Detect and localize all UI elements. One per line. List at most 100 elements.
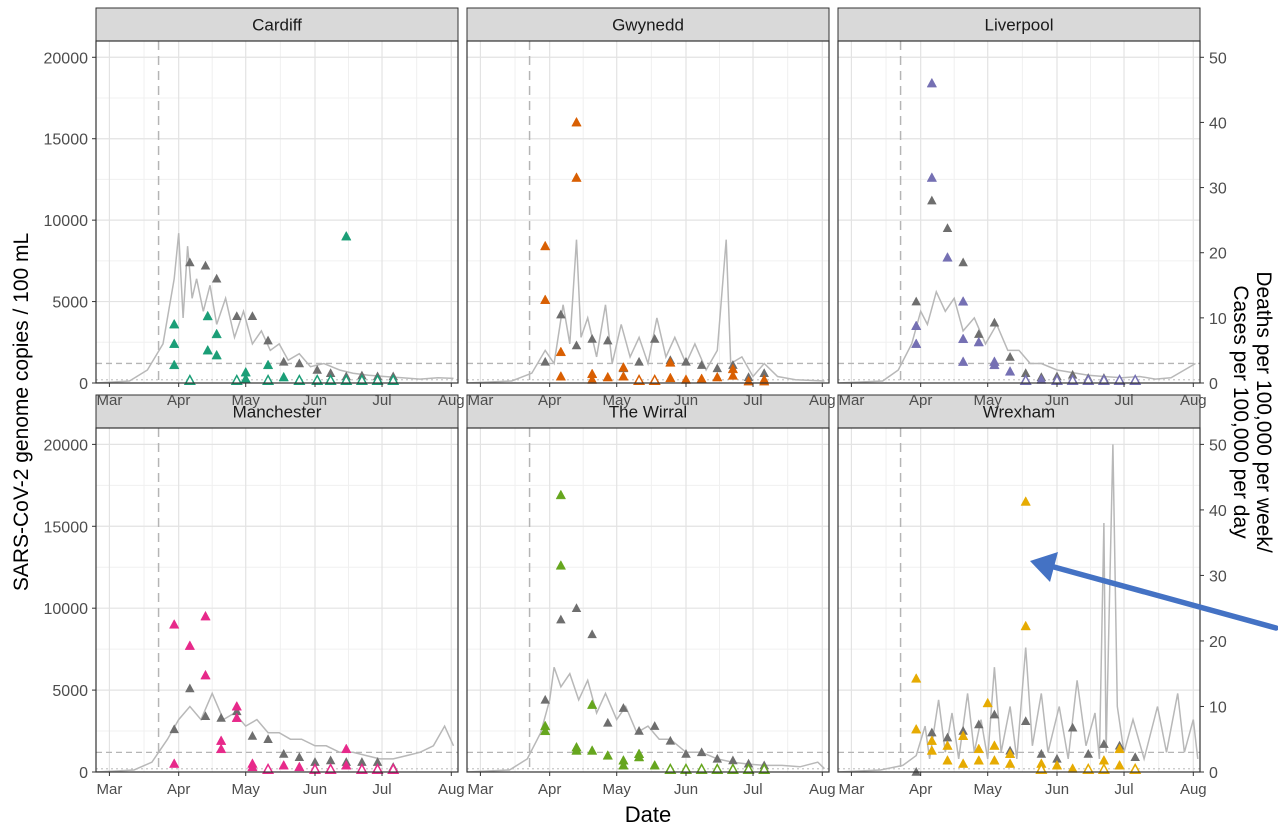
genome-point <box>665 372 676 383</box>
x-tick-label: May <box>232 392 261 409</box>
facet-strip <box>837 7 1201 42</box>
genome-point <box>926 172 938 182</box>
genome-point <box>555 489 567 500</box>
genome-point <box>926 745 938 755</box>
death-rate-point <box>942 223 953 233</box>
genome-point <box>215 743 227 754</box>
genome-point <box>341 230 352 241</box>
y-tick-label-left: 15000 <box>44 519 89 536</box>
y-tick-label-left: 20000 <box>44 437 89 454</box>
facet-title: The Wirral <box>609 403 687 422</box>
genome-point-below-lod <box>311 373 324 386</box>
death-rate-point <box>263 335 273 345</box>
death-rate-point <box>989 709 1000 719</box>
genome-point <box>200 610 211 621</box>
genome-point <box>1004 366 1016 376</box>
genome-point <box>911 338 922 348</box>
panel-the-wirral: The Wirral <box>466 394 830 775</box>
y-axis-label-left: SARS-CoV-2 genome copies / 100 mL <box>10 233 33 591</box>
genome-point <box>957 758 969 768</box>
death-rate-point <box>216 712 226 722</box>
death-rate-point <box>603 717 613 727</box>
death-rate-point <box>974 329 984 338</box>
death-rate-point <box>989 317 1000 327</box>
x-tick-label: Mar <box>838 781 864 798</box>
case-series-line <box>467 666 826 772</box>
x-tick-label: May <box>974 781 1003 798</box>
x-tick-label: Jun <box>303 781 327 798</box>
y-tick-label-left: 20000 <box>44 50 89 67</box>
death-rate-point <box>232 706 242 716</box>
genome-point <box>540 240 551 251</box>
facet-title: Manchester <box>233 403 322 422</box>
genome-point <box>555 560 567 570</box>
genome-point <box>571 172 582 182</box>
panel-cardiff: Cardiff <box>95 7 459 386</box>
x-tick-label: May <box>232 781 261 798</box>
x-tick-label: Jul <box>743 781 762 798</box>
facet-strip <box>466 394 830 429</box>
genome-point <box>341 743 352 754</box>
x-tick-label: Apr <box>167 392 190 409</box>
death-rate-point <box>681 748 691 758</box>
genome-point-below-lod <box>387 762 400 775</box>
y-axis-label-right-line1: Deaths per 100,000 per week/ <box>1252 271 1275 553</box>
genome-point <box>555 370 567 381</box>
x-tick-label: Apr <box>538 392 561 409</box>
x-tick-label: Mar <box>96 392 122 409</box>
death-rate-point <box>1130 752 1140 762</box>
death-rate-point <box>1067 722 1078 732</box>
genome-point-below-lod <box>293 373 306 386</box>
death-rate-point <box>232 311 242 320</box>
genome-point <box>1114 743 1125 754</box>
genome-point <box>1004 758 1016 768</box>
death-rate-point <box>540 356 550 366</box>
genome-point <box>973 336 984 347</box>
genome-point <box>957 730 969 740</box>
genome-point-below-lod <box>758 762 771 775</box>
panel-background <box>467 41 829 383</box>
genome-point <box>169 619 180 629</box>
y-tick-label-right: 40 <box>1209 115 1227 132</box>
y-tick-label-right: 0 <box>1209 376 1218 393</box>
genome-point-below-lod <box>695 762 708 775</box>
y-tick-label-left: 10000 <box>44 213 89 230</box>
annotation <box>1030 552 1278 631</box>
genome-point <box>586 745 598 755</box>
death-rate-point <box>649 721 660 730</box>
death-rate-point <box>1036 748 1047 758</box>
genome-point <box>982 697 993 708</box>
genome-point-below-lod <box>1129 762 1142 775</box>
death-rate-point <box>540 694 550 704</box>
death-rate-point <box>681 356 691 366</box>
death-rate-point <box>247 730 258 740</box>
genome-point <box>200 669 211 680</box>
y-tick-label-right: 0 <box>1209 765 1218 782</box>
genome-point <box>555 346 567 357</box>
facet-strip <box>837 394 1201 429</box>
genome-point <box>1004 748 1016 758</box>
y-tick-label-right: 10 <box>1209 311 1227 328</box>
death-rate-point <box>263 734 273 743</box>
genome-point <box>294 761 305 772</box>
gridlines <box>467 428 829 772</box>
y-tick-label-right: 20 <box>1209 634 1227 651</box>
genome-point <box>341 759 352 770</box>
x-tick-label: Jun <box>674 392 698 409</box>
x-tick-label: Jul <box>1114 392 1133 409</box>
genome-point <box>602 371 613 382</box>
death-rate-point <box>312 364 322 374</box>
genome-point-below-lod <box>1082 762 1095 775</box>
x-tick-label: Aug <box>438 392 465 409</box>
death-rate-point <box>200 260 211 270</box>
death-rate-point <box>1020 716 1031 725</box>
genome-point <box>973 755 984 765</box>
death-rate-point <box>634 726 644 735</box>
death-rate-point <box>603 335 613 345</box>
genome-point <box>231 700 242 711</box>
genome-point <box>957 333 969 344</box>
gridlines <box>467 41 829 383</box>
x-tick-label: Apr <box>538 781 561 798</box>
death-rate-point <box>278 748 289 758</box>
